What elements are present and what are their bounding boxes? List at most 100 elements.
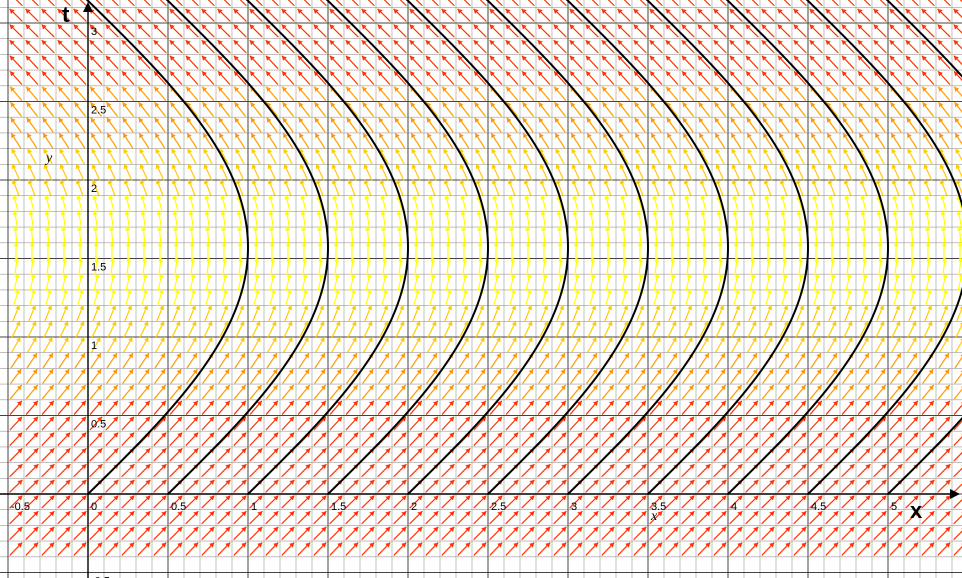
direction-arrow [505, 416, 519, 431]
direction-arrow [954, 370, 962, 384]
direction-arrow [410, 336, 422, 353]
direction-arrow [700, 194, 708, 213]
direction-arrow [812, 194, 820, 213]
direction-arrow [554, 336, 566, 353]
direction-arrow [90, 132, 102, 149]
direction-arrow [169, 416, 183, 431]
direction-arrow [109, 241, 115, 260]
direction-arrow [889, 55, 903, 70]
direction-arrow [44, 194, 52, 213]
direction-arrow [621, 225, 627, 244]
direction-arrow [203, 179, 212, 197]
direction-arrow [589, 225, 595, 244]
direction-arrow [61, 241, 67, 260]
direction-arrow [330, 132, 342, 149]
direction-arrow [285, 273, 292, 291]
direction-arrow [732, 288, 740, 307]
direction-arrow [265, 495, 279, 509]
direction-arrow [713, 510, 727, 525]
direction-arrow [601, 495, 615, 509]
direction-arrow [425, 510, 439, 525]
direction-arrow [681, 101, 695, 117]
direction-arrow [361, 39, 375, 54]
direction-arrow [9, 24, 23, 38]
direction-arrow [63, 0, 71, 7]
direction-arrow [74, 132, 86, 149]
direction-arrow [43, 320, 53, 338]
direction-arrow [541, 241, 547, 260]
direction-arrow [857, 447, 871, 462]
direction-arrow [857, 8, 871, 22]
direction-arrow [571, 179, 580, 197]
direction-arrow [347, 320, 357, 338]
direction-arrow [665, 542, 679, 556]
direction-arrow [363, 163, 373, 181]
direction-arrow [57, 39, 71, 54]
direction-arrow [569, 416, 583, 431]
direction-arrow [891, 320, 901, 338]
direction-arrow [442, 336, 454, 353]
direction-arrow [813, 241, 819, 260]
x-tick-label: 3 [571, 501, 577, 513]
direction-arrow [859, 163, 869, 181]
direction-arrow [283, 163, 293, 181]
direction-arrow [204, 194, 212, 213]
direction-arrow [380, 288, 388, 307]
direction-arrow [265, 39, 279, 54]
direction-arrow [459, 179, 468, 197]
direction-arrow [489, 510, 503, 525]
direction-arrow [635, 148, 645, 165]
direction-arrow [315, 320, 325, 338]
direction-arrow [396, 210, 403, 229]
direction-arrow [281, 495, 295, 509]
direction-arrow [44, 288, 52, 307]
direction-arrow [217, 542, 231, 556]
direction-arrow [74, 117, 86, 133]
direction-arrow [698, 132, 710, 149]
direction-arrow [473, 384, 487, 400]
direction-arrow [425, 400, 439, 415]
direction-arrow [953, 39, 962, 50]
direction-arrow [523, 148, 533, 165]
direction-arrow [541, 257, 548, 276]
direction-arrow [233, 39, 247, 54]
direction-arrow [700, 288, 708, 307]
direction-arrow [220, 194, 228, 213]
direction-arrow [697, 495, 711, 509]
direction-arrow [713, 86, 727, 101]
direction-arrow [585, 384, 599, 400]
y-tick-label: 1 [91, 340, 97, 352]
direction-arrow [553, 8, 567, 22]
direction-arrow [763, 163, 773, 181]
direction-arrow [381, 273, 388, 291]
direction-arrow [89, 101, 103, 117]
direction-arrow [89, 39, 103, 54]
direction-arrow [809, 55, 823, 70]
direction-arrow [953, 86, 962, 97]
direction-arrow [890, 352, 902, 369]
direction-arrow [781, 257, 788, 276]
direction-arrow [717, 257, 724, 276]
direction-arrow [873, 101, 887, 117]
direction-arrow [697, 384, 711, 400]
direction-arrow [825, 86, 839, 101]
direction-arrow [941, 273, 948, 291]
direction-arrow [505, 55, 519, 70]
direction-arrow [233, 432, 247, 446]
direction-arrow [571, 148, 581, 165]
direction-arrow [299, 304, 309, 322]
direction-arrow [635, 304, 645, 322]
direction-arrow [73, 101, 87, 117]
direction-arrow [891, 179, 900, 197]
direction-arrow [153, 495, 167, 509]
direction-arrow [265, 101, 279, 117]
direction-arrow [937, 39, 951, 54]
direction-arrow [938, 117, 950, 133]
direction-arrow [457, 526, 471, 541]
direction-arrow [777, 55, 791, 70]
direction-arrow [93, 257, 100, 276]
direction-arrow [458, 368, 470, 384]
direction-arrow [553, 447, 567, 462]
direction-arrow [713, 495, 727, 509]
direction-arrow [26, 117, 38, 133]
